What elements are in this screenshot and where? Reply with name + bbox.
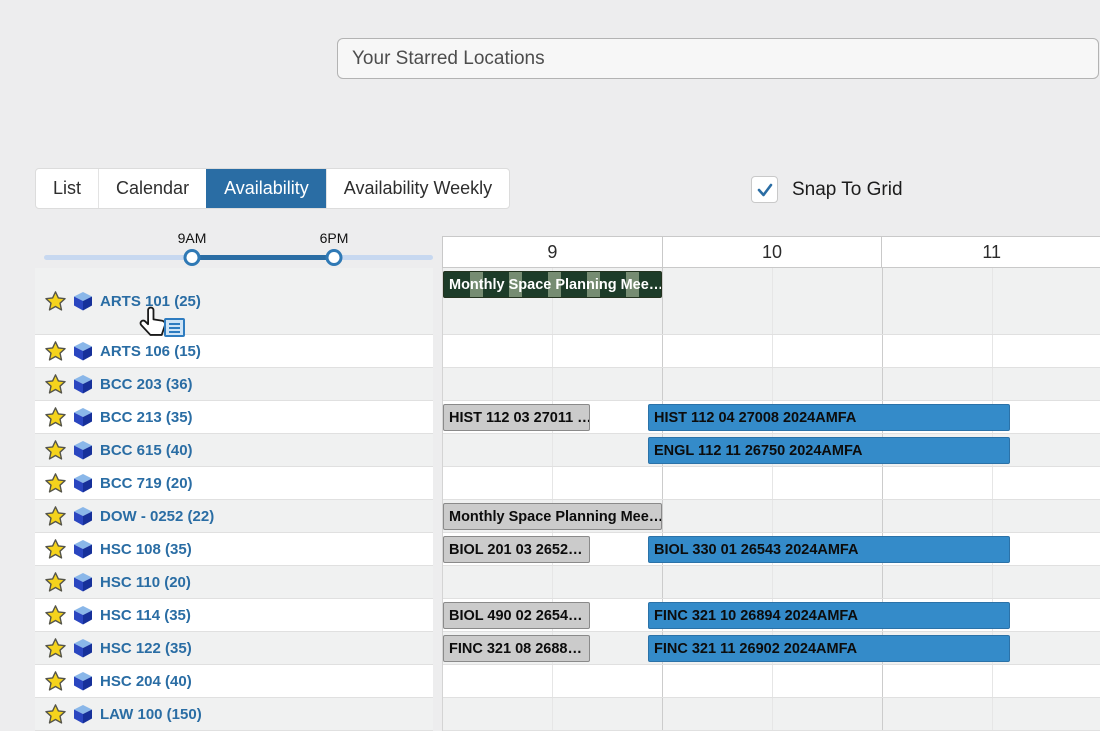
event-block[interactable]: Monthly Space Planning Mee… bbox=[443, 503, 662, 530]
snap-to-grid: Snap To Grid bbox=[751, 176, 903, 203]
event-block[interactable]: FINC 321 08 2688… bbox=[443, 635, 590, 662]
star-icon[interactable] bbox=[45, 440, 66, 460]
availability-row[interactable] bbox=[443, 467, 1100, 500]
location-link[interactable]: BCC 719 (20) bbox=[100, 474, 193, 492]
location-row[interactable]: BCC 615 (40) bbox=[35, 434, 433, 467]
location-cube-icon[interactable] bbox=[74, 539, 92, 559]
location-cube-icon[interactable] bbox=[74, 440, 92, 460]
star-icon[interactable] bbox=[45, 341, 66, 361]
snap-to-grid-checkbox[interactable] bbox=[751, 176, 778, 203]
event-block[interactable]: FINC 321 11 26902 2024AMFA bbox=[648, 635, 1010, 662]
slider-end-label: 6PM bbox=[319, 230, 349, 246]
availability-row[interactable]: Monthly Space Planning Mee… bbox=[443, 500, 1100, 533]
availability-row[interactable] bbox=[443, 698, 1100, 731]
location-cube-icon[interactable] bbox=[74, 291, 92, 311]
availability-row[interactable]: HIST 112 03 27011 … HIST 112 04 27008 202… bbox=[443, 401, 1100, 434]
location-link[interactable]: BCC 213 (35) bbox=[100, 408, 193, 426]
time-range-slider: 9AM 6PM bbox=[0, 228, 442, 268]
location-list: ARTS 101 (25) ARTS 106 (15) BCC 203 (36) BC… bbox=[35, 268, 433, 731]
location-row[interactable]: BCC 719 (20) bbox=[35, 467, 433, 500]
star-icon[interactable] bbox=[45, 374, 66, 394]
location-cube-icon[interactable] bbox=[74, 605, 92, 625]
snap-to-grid-label: Snap To Grid bbox=[792, 178, 903, 200]
event-block[interactable]: Monthly Space Planning Mee… bbox=[443, 271, 662, 298]
location-row[interactable]: HSC 204 (40) bbox=[35, 665, 433, 698]
event-block[interactable]: HIST 112 03 27011 … bbox=[443, 404, 590, 431]
tab-availability-weekly[interactable]: Availability Weekly bbox=[325, 169, 509, 208]
slider-end-handle[interactable] bbox=[325, 249, 343, 266]
availability-row[interactable]: BIOL 201 03 2652… BIOL 330 01 26543 2024A… bbox=[443, 533, 1100, 566]
location-link[interactable]: HSC 122 (35) bbox=[100, 639, 192, 657]
star-icon[interactable] bbox=[45, 605, 66, 625]
location-cube-icon[interactable] bbox=[74, 506, 92, 526]
location-link[interactable]: BCC 615 (40) bbox=[100, 441, 193, 459]
availability-row[interactable]: BIOL 490 02 2654… FINC 321 10 26894 2024A… bbox=[443, 599, 1100, 632]
star-icon[interactable] bbox=[45, 671, 66, 691]
event-block[interactable]: ENGL 112 11 26750 2024AMFA bbox=[648, 437, 1010, 464]
availability-row[interactable] bbox=[443, 665, 1100, 698]
hour-column-header: 9 bbox=[443, 237, 663, 267]
location-row[interactable]: BCC 213 (35) bbox=[35, 401, 433, 434]
location-row[interactable]: HSC 110 (20) bbox=[35, 566, 433, 599]
event-block[interactable]: HIST 112 04 27008 2024AMFA bbox=[648, 404, 1010, 431]
star-icon[interactable] bbox=[45, 506, 66, 526]
location-cube-icon[interactable] bbox=[74, 671, 92, 691]
location-link[interactable]: ARTS 101 (25) bbox=[100, 292, 201, 310]
availability-row[interactable]: FINC 321 08 2688… FINC 321 11 26902 2024A… bbox=[443, 632, 1100, 665]
hour-column-header: 11 bbox=[882, 237, 1100, 267]
location-row[interactable]: DOW - 0252 (22) bbox=[35, 500, 433, 533]
location-link[interactable]: DOW - 0252 (22) bbox=[100, 507, 215, 525]
location-link[interactable]: ARTS 106 (15) bbox=[100, 342, 201, 360]
location-link[interactable]: LAW 100 (150) bbox=[100, 705, 202, 723]
location-link[interactable]: HSC 108 (35) bbox=[100, 540, 192, 558]
availability-row[interactable]: Monthly Space Planning Mee… bbox=[443, 268, 1100, 335]
location-link[interactable]: BCC 203 (36) bbox=[100, 375, 193, 393]
event-block[interactable]: FINC 321 10 26894 2024AMFA bbox=[648, 602, 1010, 629]
availability-row[interactable] bbox=[443, 368, 1100, 401]
event-block[interactable]: BIOL 330 01 26543 2024AMFA bbox=[648, 536, 1010, 563]
location-cube-icon[interactable] bbox=[74, 473, 92, 493]
location-cube-icon[interactable] bbox=[74, 704, 92, 724]
location-row[interactable]: LAW 100 (150) bbox=[35, 698, 433, 731]
location-row[interactable]: ARTS 106 (15) bbox=[35, 335, 433, 368]
location-cube-icon[interactable] bbox=[74, 374, 92, 394]
location-row[interactable]: BCC 203 (36) bbox=[35, 368, 433, 401]
hour-column-header: 10 bbox=[663, 237, 883, 267]
location-cube-icon[interactable] bbox=[74, 638, 92, 658]
location-link[interactable]: HSC 114 (35) bbox=[100, 606, 191, 624]
tab-list[interactable]: List bbox=[53, 178, 82, 198]
location-link[interactable]: HSC 110 (20) bbox=[100, 573, 191, 591]
grid-header: 9 10 11 bbox=[442, 236, 1100, 268]
star-icon[interactable] bbox=[45, 291, 66, 311]
tab-calendar[interactable]: Calendar bbox=[98, 169, 206, 208]
slider-start-handle[interactable] bbox=[183, 249, 201, 266]
tab-availability[interactable]: Availability bbox=[206, 169, 326, 208]
event-block[interactable]: BIOL 490 02 2654… bbox=[443, 602, 590, 629]
availability-row[interactable] bbox=[443, 335, 1100, 368]
availability-row[interactable] bbox=[443, 566, 1100, 599]
location-row[interactable]: HSC 114 (35) bbox=[35, 599, 433, 632]
location-row[interactable]: HSC 108 (35) bbox=[35, 533, 433, 566]
star-icon[interactable] bbox=[45, 539, 66, 559]
slider-active-range[interactable] bbox=[192, 255, 334, 260]
location-row[interactable]: HSC 122 (35) bbox=[35, 632, 433, 665]
location-link[interactable]: HSC 204 (40) bbox=[100, 672, 192, 690]
location-cube-icon[interactable] bbox=[74, 572, 92, 592]
event-block[interactable]: BIOL 201 03 2652… bbox=[443, 536, 590, 563]
star-icon[interactable] bbox=[45, 572, 66, 592]
availability-row[interactable]: ENGL 112 11 26750 2024AMFA bbox=[443, 434, 1100, 467]
slider-start-label: 9AM bbox=[177, 230, 207, 246]
star-icon[interactable] bbox=[45, 638, 66, 658]
view-tabs: List Calendar Availability Availability Wee… bbox=[35, 168, 511, 209]
star-icon[interactable] bbox=[45, 704, 66, 724]
location-cube-icon[interactable] bbox=[74, 341, 92, 361]
star-icon[interactable] bbox=[45, 407, 66, 427]
availability-grid: Monthly Space Planning Mee… HIST 112 03 2… bbox=[442, 268, 1100, 731]
starred-locations-input[interactable] bbox=[337, 38, 1099, 79]
star-icon[interactable] bbox=[45, 473, 66, 493]
location-row[interactable]: ARTS 101 (25) bbox=[35, 268, 433, 335]
checkmark-icon bbox=[757, 183, 772, 196]
location-cube-icon[interactable] bbox=[74, 407, 92, 427]
